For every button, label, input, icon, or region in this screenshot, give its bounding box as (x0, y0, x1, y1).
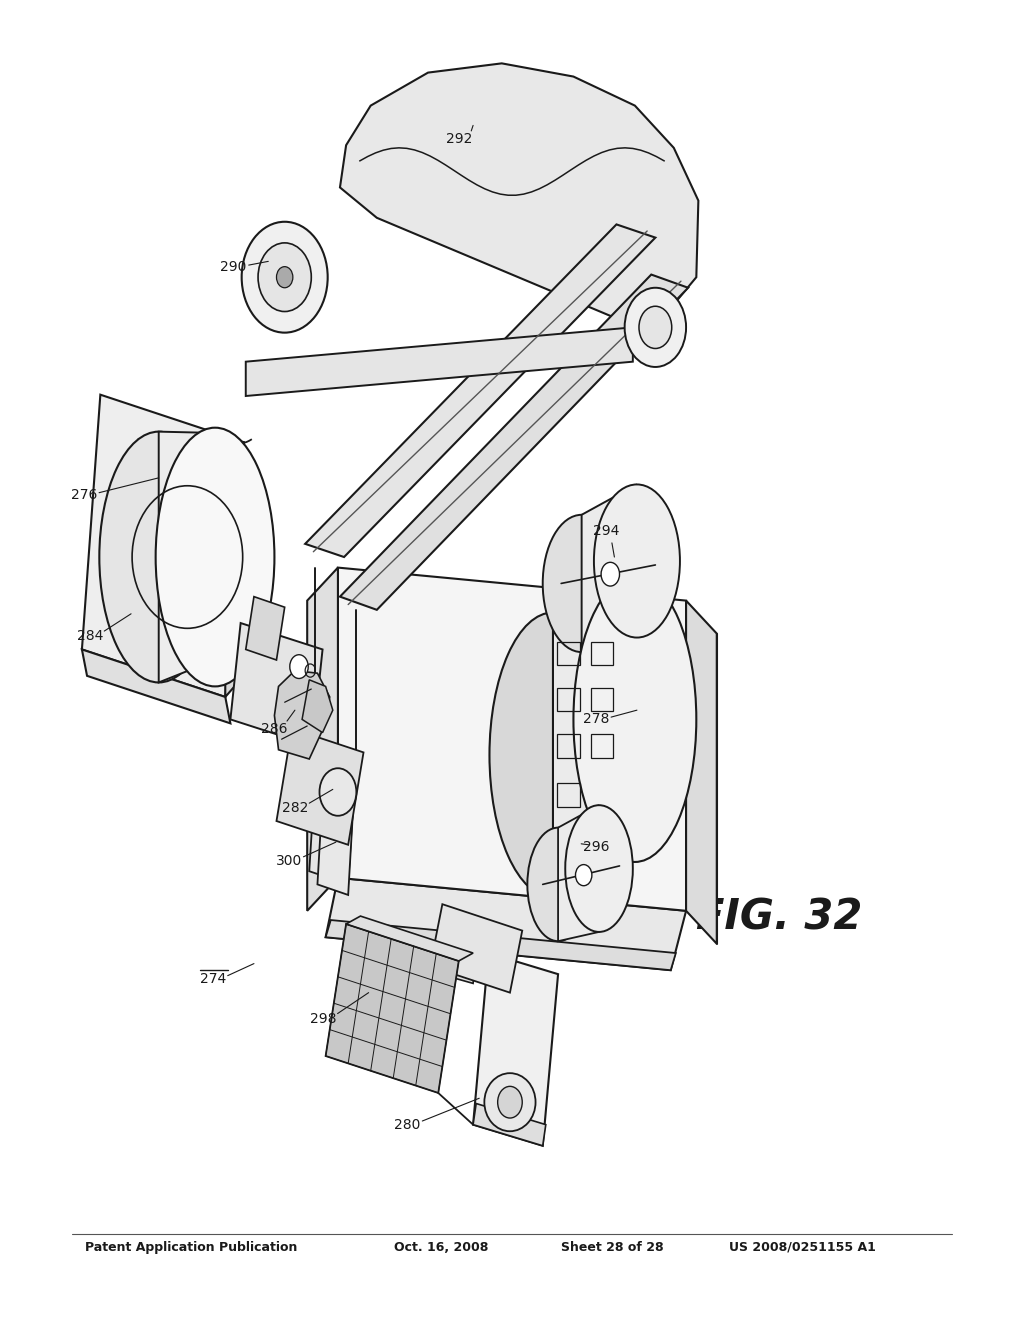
Text: 290: 290 (220, 260, 247, 273)
Polygon shape (440, 944, 476, 983)
Text: 294: 294 (593, 524, 620, 537)
Polygon shape (346, 916, 473, 961)
Bar (557, 688, 580, 711)
Circle shape (625, 288, 686, 367)
Polygon shape (473, 953, 558, 1146)
Ellipse shape (527, 828, 589, 941)
Text: US 2008/0251155 A1: US 2008/0251155 A1 (729, 1241, 876, 1254)
Polygon shape (225, 442, 244, 697)
Polygon shape (558, 805, 599, 941)
Polygon shape (159, 432, 215, 682)
Polygon shape (340, 63, 698, 333)
Text: 296: 296 (583, 841, 609, 854)
Polygon shape (82, 649, 230, 723)
Text: 278: 278 (583, 713, 609, 726)
Text: 282: 282 (282, 801, 308, 814)
Polygon shape (326, 878, 686, 970)
Ellipse shape (565, 805, 633, 932)
Polygon shape (338, 568, 686, 911)
Bar (591, 734, 613, 758)
Polygon shape (340, 275, 688, 610)
Ellipse shape (594, 484, 680, 638)
Ellipse shape (489, 612, 616, 898)
Text: 284: 284 (77, 630, 103, 643)
Ellipse shape (543, 515, 621, 652)
Bar (557, 734, 580, 758)
Polygon shape (553, 578, 635, 898)
Bar (557, 783, 580, 807)
Bar (591, 642, 613, 665)
Circle shape (498, 1086, 522, 1118)
Polygon shape (246, 597, 285, 660)
Circle shape (575, 865, 592, 886)
Circle shape (258, 243, 311, 312)
Ellipse shape (99, 432, 218, 682)
Circle shape (242, 222, 328, 333)
Polygon shape (326, 924, 459, 1093)
Bar (557, 642, 580, 665)
Text: 292: 292 (445, 132, 472, 145)
Ellipse shape (484, 1073, 536, 1131)
Circle shape (639, 306, 672, 348)
Text: FIG. 32: FIG. 32 (696, 896, 862, 939)
Circle shape (276, 267, 293, 288)
Text: 298: 298 (310, 1012, 337, 1026)
Polygon shape (246, 327, 633, 396)
Ellipse shape (573, 577, 696, 862)
Polygon shape (686, 601, 717, 944)
Polygon shape (317, 742, 356, 895)
Polygon shape (473, 1104, 546, 1146)
Text: 276: 276 (71, 488, 97, 502)
Polygon shape (274, 671, 330, 759)
Ellipse shape (156, 428, 274, 686)
Polygon shape (307, 568, 338, 911)
Text: 286: 286 (261, 722, 288, 735)
Polygon shape (276, 729, 364, 845)
Text: Oct. 16, 2008: Oct. 16, 2008 (394, 1241, 488, 1254)
Polygon shape (582, 484, 637, 652)
Text: 300: 300 (275, 854, 302, 867)
Text: Patent Application Publication: Patent Application Publication (85, 1241, 297, 1254)
Circle shape (290, 655, 308, 678)
Circle shape (601, 562, 620, 586)
Polygon shape (326, 920, 676, 970)
Polygon shape (305, 224, 655, 557)
Polygon shape (82, 395, 244, 697)
Text: Sheet 28 of 28: Sheet 28 of 28 (561, 1241, 664, 1254)
Polygon shape (230, 623, 323, 746)
Text: 280: 280 (394, 1118, 421, 1131)
Polygon shape (430, 904, 522, 993)
Polygon shape (302, 680, 333, 733)
Polygon shape (309, 739, 356, 884)
Bar (591, 688, 613, 711)
Circle shape (319, 768, 356, 816)
Text: 274: 274 (200, 973, 226, 986)
